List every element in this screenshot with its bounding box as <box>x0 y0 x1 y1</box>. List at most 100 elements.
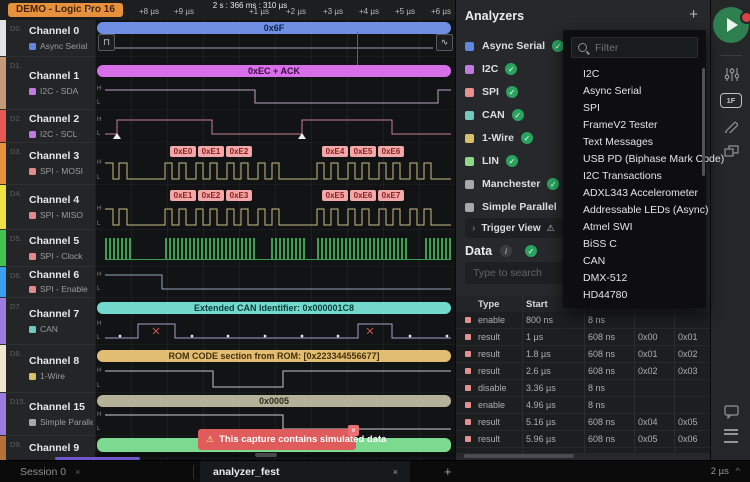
filter-box[interactable] <box>571 37 698 58</box>
close-tab-icon[interactable]: × <box>392 467 398 477</box>
spi-frame-annotation[interactable]: 0xE6 <box>350 190 376 201</box>
decoded-frame-bar[interactable]: 0x0005 <box>97 395 451 407</box>
channel-row-6[interactable]: D6. Channel 6 SPI - Enable <box>0 267 95 298</box>
table-row[interactable]: result 5.96 µs 608 ns 0x05 0x06 <box>456 431 711 448</box>
table-row[interactable]: result 5.16 µs 608 ns 0x04 0x05 <box>456 414 711 431</box>
dropdown-item[interactable]: Async Serial <box>583 85 642 97</box>
dropdown-item[interactable]: USB PD (Biphase Mark Code) <box>583 153 725 165</box>
analyzer-item-simple-parallel[interactable]: Simple Parallel ✓ <box>465 197 576 217</box>
dropdown-item[interactable]: DMX-512 <box>583 272 628 284</box>
spi-frame-annotation[interactable]: 0xE0 <box>170 146 196 157</box>
main-menu-button[interactable] <box>711 424 750 448</box>
spi-frame-annotation[interactable]: 0xE5 <box>350 146 376 157</box>
analyzer-enabled-check-icon[interactable]: ✓ <box>505 86 518 98</box>
timing-marker-line[interactable] <box>357 32 358 66</box>
analyzer-item-can[interactable]: CAN ✓ <box>465 105 524 125</box>
analyzer-enabled-check-icon[interactable]: ✓ <box>552 40 565 52</box>
wave-horizontal-scrollbar[interactable] <box>95 453 455 457</box>
table-horizontal-scrollbar[interactable] <box>464 454 574 458</box>
demo-device-badge[interactable]: DEMO - Logic Pro 16 <box>8 3 123 17</box>
tab-session-0[interactable]: Session 0 × <box>20 466 81 478</box>
dropdown-item[interactable]: Atmel SWI <box>583 221 633 233</box>
scrollbar-thumb[interactable] <box>255 453 277 457</box>
channel-row-5[interactable]: D5. Channel 5 SPI - Clock <box>0 230 95 267</box>
dropdown-item[interactable]: CAN <box>583 255 606 267</box>
analyzer-enabled-check-icon[interactable]: ✓ <box>521 132 533 144</box>
table-row[interactable]: result 1.8 µs 608 ns 0x01 0x02 <box>456 346 711 363</box>
analyzer-item-lin[interactable]: LIN ✓ <box>465 151 518 171</box>
spi-frame-annotation[interactable]: 0xE4 <box>322 146 348 157</box>
toast-close-icon[interactable]: × <box>348 425 359 436</box>
timeline-zoom-selector[interactable]: 2 µs ^ <box>710 466 740 477</box>
spi-frame-annotation[interactable]: 0xE5 <box>322 190 348 201</box>
decoded-frame-bar[interactable]: 0x6F <box>97 22 451 34</box>
table-row[interactable]: enable 800 ns 8 ns <box>456 312 711 329</box>
analyzer-item-1wire[interactable]: 1-Wire ✓ <box>465 128 533 148</box>
add-analyzer-button[interactable]: + <box>689 6 698 23</box>
channel-row-2[interactable]: D2. Channel 2 I2C - SCL <box>0 110 95 143</box>
dropdown-item[interactable]: FrameV2 Tester <box>583 119 658 131</box>
trigger-view-button[interactable]: › Trigger View ⚠ <box>465 218 577 238</box>
tab-analyzer-fest[interactable]: analyzer_fest × <box>200 461 410 482</box>
channel-row-8[interactable]: D8. Channel 8 1-Wire <box>0 345 95 393</box>
dropdown-item[interactable]: SPI <box>583 102 600 114</box>
data-check-icon[interactable]: ✓ <box>525 245 537 257</box>
spi-frame-annotation[interactable]: 0xE3 <box>226 190 252 201</box>
analyzer-enabled-check-icon[interactable]: ✓ <box>505 63 518 75</box>
column-header-type[interactable]: Type <box>478 299 500 310</box>
analyzer-item-i2c[interactable]: I2C ✓ <box>465 59 518 79</box>
decoded-frame-bar[interactable]: ROM CODE section from ROM: [0x2233445566… <box>97 350 451 362</box>
spi-frame-annotation[interactable]: 0xE1 <box>198 146 224 157</box>
feedback-button[interactable] <box>711 400 750 424</box>
close-tab-icon[interactable]: × <box>75 467 81 477</box>
analyzer-enabled-check-icon[interactable]: ✓ <box>505 155 518 167</box>
spi-frame-annotation[interactable]: 0xE7 <box>378 190 404 201</box>
layout-button[interactable] <box>711 140 750 164</box>
analyzer-item-manchester[interactable]: Manchester ✓ <box>465 174 560 194</box>
dropdown-item[interactable]: Text Messages <box>583 136 654 148</box>
jump-next-edge-button[interactable]: ∿ <box>436 34 453 51</box>
row-analyzer-color-icon <box>465 334 471 340</box>
dropdown-item[interactable]: BiSS C <box>583 238 617 250</box>
spi-frame-annotation[interactable]: 0xE2 <box>226 146 252 157</box>
decoded-frame-bar[interactable]: Extended CAN Identifier: 0x000001C8 <box>97 302 451 314</box>
table-row[interactable]: disable 3.36 µs 8 ns <box>456 380 711 397</box>
sidebar-scroll-indicator[interactable] <box>55 457 140 460</box>
table-row[interactable]: result 1 µs 608 ns 0x00 0x01 <box>456 329 711 346</box>
info-icon[interactable]: i <box>500 245 512 257</box>
channel-row-4[interactable]: D4. Channel 4 SPI - MISO <box>0 185 95 230</box>
column-header-start[interactable]: Start <box>526 299 548 310</box>
channel-row-7[interactable]: D7. Channel 7 CAN <box>0 298 95 345</box>
analyzer-item-spi[interactable]: SPI ✓ <box>465 82 518 102</box>
dropdown-item[interactable]: HD44780 <box>583 289 628 301</box>
table-row[interactable]: result 2.6 µs 608 ns 0x02 0x03 <box>456 363 711 380</box>
measure-button[interactable] <box>711 114 750 138</box>
dropdown-item[interactable]: I2C Transactions <box>583 170 662 182</box>
spi-frame-annotation[interactable]: 0xE6 <box>378 146 404 157</box>
dropdown-item[interactable]: I2C <box>583 68 600 80</box>
channel-row-1[interactable]: D1. Channel 1 I2C - SDA <box>0 57 95 110</box>
frame-view-button[interactable]: 1F <box>711 88 750 112</box>
spi-frame-annotation[interactable]: 0xE1 <box>170 190 196 201</box>
channel-name: Channel 8 <box>29 355 80 367</box>
dropdown-item[interactable]: Addressable LEDs (Async) <box>583 204 709 216</box>
filter-input[interactable] <box>593 40 687 55</box>
decoded-frame-bar[interactable]: 0xEC + ACK <box>97 65 451 77</box>
channel-row-15[interactable]: D15. Channel 15 Simple Parallel - Clo... <box>0 393 95 436</box>
start-capture-button[interactable] <box>713 7 750 43</box>
channel-row-3[interactable]: D3. Channel 3 SPI - MOSI <box>0 143 95 185</box>
new-tab-button[interactable]: + <box>444 464 452 479</box>
capture-settings-button[interactable] <box>711 62 750 86</box>
collapse-sidebar-icon[interactable]: ‹ <box>86 1 91 16</box>
analyzer-enabled-check-icon[interactable]: ✓ <box>511 109 524 121</box>
jump-prev-edge-button[interactable]: ⊓ <box>98 34 115 51</box>
channel-row-0[interactable]: D0. Channel 0 Async Serial <box>0 20 95 57</box>
analyzer-item-async-serial[interactable]: Async Serial ✓ <box>465 36 565 56</box>
dropdown-scrollbar[interactable] <box>702 68 705 176</box>
analyzer-enabled-check-icon[interactable]: ✓ <box>547 178 560 190</box>
channel-row-9[interactable]: D9. Channel 9 <box>0 436 95 460</box>
dropdown-item[interactable]: ADXL343 Accelerometer <box>583 187 698 199</box>
waveform-canvas[interactable]: 0x6F ⊓ ∿ 0xEC + ACK H L H L <box>95 20 455 460</box>
table-row[interactable]: enable 4.96 µs 8 ns <box>456 397 711 414</box>
spi-frame-annotation[interactable]: 0xE2 <box>198 190 224 201</box>
